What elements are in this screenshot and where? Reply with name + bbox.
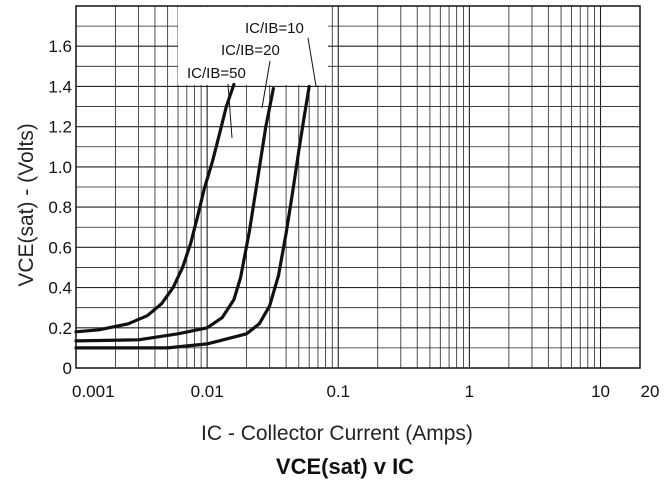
chart-title: VCE(sat) v IC — [276, 454, 414, 479]
y-tick-label: 1.2 — [48, 118, 72, 137]
curves — [74, 82, 311, 350]
series-label-leaders — [227, 37, 317, 139]
x-tick-label: 0.01 — [191, 382, 224, 401]
series-label-1: IC/IB=20 — [221, 42, 280, 59]
series-line-2 — [74, 84, 311, 350]
series-line-1 — [74, 86, 275, 343]
y-tick-label: 0.2 — [48, 319, 72, 338]
series-leader-2 — [307, 37, 317, 87]
series-leader-0 — [227, 83, 233, 139]
plot-frame — [75, 5, 641, 369]
y-tick-label: 0.6 — [48, 238, 72, 257]
series-leader-1 — [261, 60, 271, 109]
series-label-background — [178, 7, 328, 85]
y-tick-label: 0.8 — [48, 198, 72, 217]
y-tick-labels: 0 0.2 0.4 0.6 0.8 1.0 1.2 1.4 1.6 — [48, 37, 72, 378]
series-labels: IC/IB=50 IC/IB=20 IC/IB=10 — [187, 20, 304, 82]
x-tick-labels: 0.001 0.01 0.1 1 10 20 — [72, 382, 659, 401]
y-tick-label: 0 — [63, 359, 72, 378]
grid — [76, 6, 641, 368]
x-tick-label: 20 — [641, 382, 660, 401]
x-axis-title: IC - Collector Current (Amps) — [201, 422, 473, 445]
y-tick-label: 1.6 — [48, 37, 72, 56]
series-line-0 — [74, 82, 236, 334]
y-tick-label: 1.0 — [48, 158, 72, 177]
x-tick-label: 0.001 — [72, 382, 115, 401]
series-label-0: IC/IB=50 — [187, 65, 246, 82]
y-tick-label: 0.4 — [48, 279, 72, 298]
y-axis-title: VCE(sat) - (Volts) — [15, 123, 38, 286]
series-label-2: IC/IB=10 — [245, 20, 304, 37]
y-tick-label: 1.4 — [48, 77, 72, 96]
x-tick-label: 10 — [591, 382, 610, 401]
x-tick-label: 1 — [465, 382, 474, 401]
x-tick-label: 0.1 — [326, 382, 350, 401]
